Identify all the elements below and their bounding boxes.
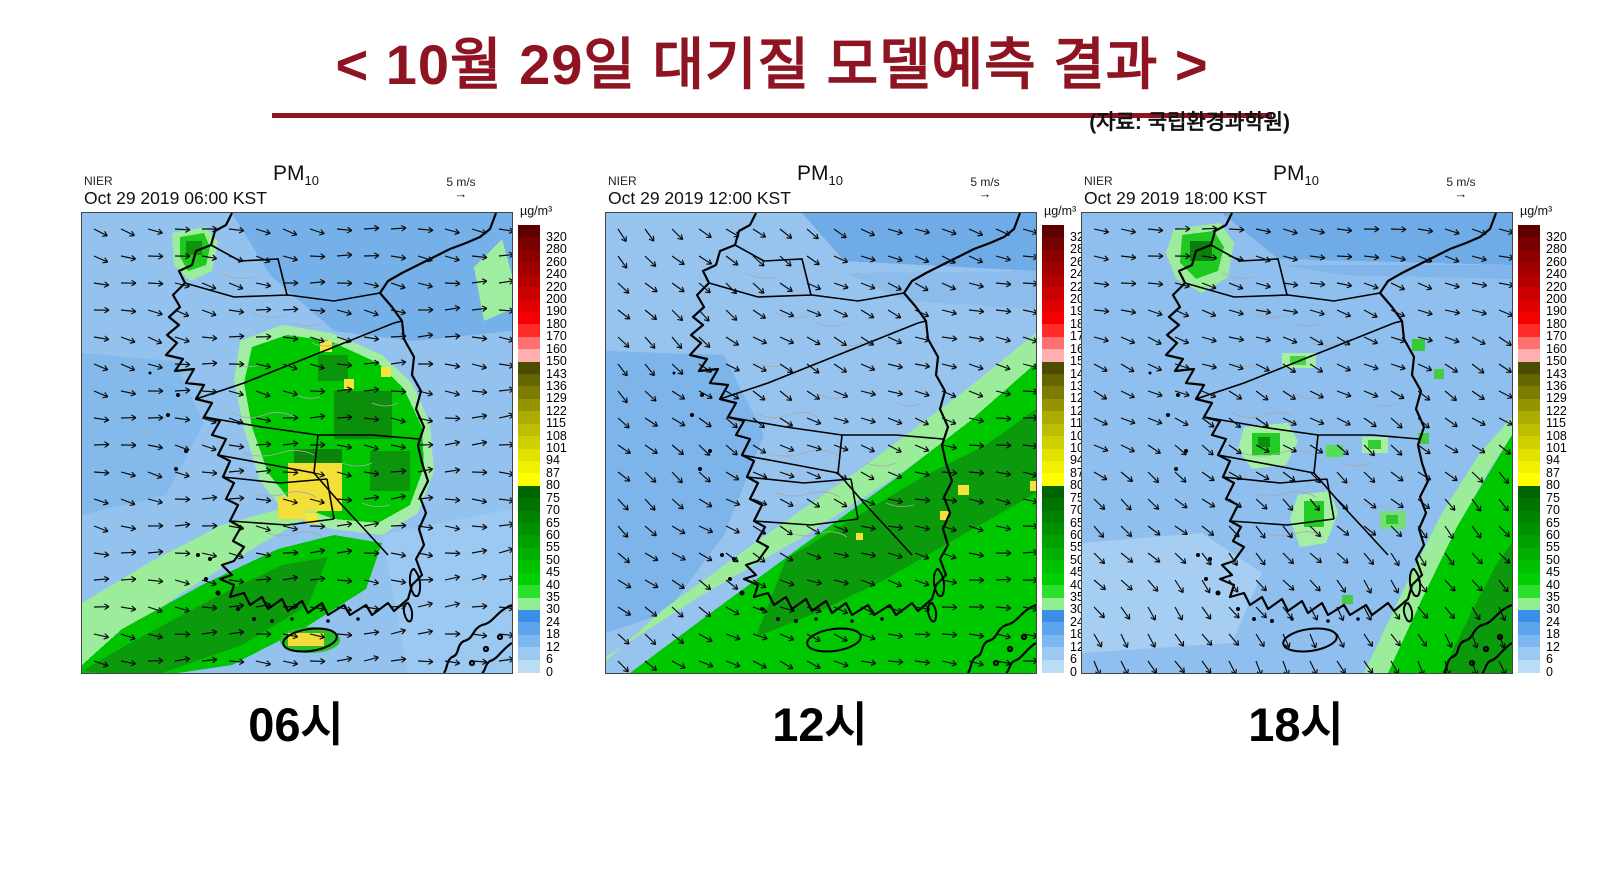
colorbar: 320 280 260 240 220 200 190 180 170 160 150 143 136 1… [1042, 225, 1091, 678]
pm10-map-12 [605, 212, 1037, 674]
wind-scale-arrow-icon: → [454, 186, 468, 201]
agency-label: NIER [84, 174, 113, 188]
forecast-panel-12: NIER Oct 29 2019 12:00 KST PM10 5 m/s → [605, 160, 1125, 780]
species-title: PM10 [797, 162, 843, 189]
pm10-map-18 [1081, 212, 1513, 674]
legend-unit: µg/m³ [1520, 204, 1553, 218]
wind-scale: 5 m/s → [970, 175, 1000, 201]
colorbar: 320 280 260 240 220 200 190 180 170 160 150 143 136 1… [1518, 225, 1567, 678]
legend: µg/m³ 320 280 260 240 220 200 190 180 170 160 150 1… [1042, 204, 1122, 678]
wind-arrows [93, 224, 512, 668]
pm-field [606, 213, 1036, 673]
forecast-panel-18: NIER Oct 29 2019 18:00 KST PM10 5 m/s → [1081, 160, 1601, 780]
wind-arrows [617, 228, 1036, 673]
wind-arrows [1093, 225, 1512, 673]
datetime-label: Oct 29 2019 18:00 KST [1084, 188, 1267, 208]
page-title: < 10월 29일 대기질 모델예측 결과 > [272, 20, 1272, 118]
legend-unit: µg/m³ [1044, 204, 1077, 218]
time-label-06: 06시 [248, 698, 344, 751]
legend: µg/m³ 320 280 260 240 220 200 190 180 170 160 150 1… [1518, 204, 1598, 678]
wind-scale: 5 m/s → [446, 175, 476, 201]
agency-label: NIER [1084, 174, 1113, 188]
species-title: PM10 [273, 162, 319, 189]
legend-unit: µg/m³ [520, 204, 553, 218]
time-label-12: 12시 [772, 698, 868, 751]
wind-scale: 5 m/s → [1446, 175, 1476, 201]
colorbar: 320 280 260 240 220 200 190 180 170 160 150 143 136 1… [518, 225, 567, 678]
wind-scale-arrow-icon: → [978, 186, 992, 201]
species-title: PM10 [1273, 162, 1319, 189]
datetime-label: Oct 29 2019 12:00 KST [608, 188, 791, 208]
pm-field [1082, 213, 1512, 673]
forecast-panel-06: NIER Oct 29 2019 06:00 KST PM10 5 m/s → [81, 160, 601, 780]
time-label-18: 18시 [1248, 698, 1344, 751]
pm-field [82, 213, 512, 673]
legend: µg/m³ 320 280 260 240 220 200 190 180 170 160 150 1… [518, 204, 598, 678]
pm10-map-06 [81, 212, 513, 674]
agency-label: NIER [608, 174, 637, 188]
datetime-label: Oct 29 2019 06:00 KST [84, 188, 267, 208]
source-note: (자료: 국립환경과학원) [1089, 111, 1290, 134]
wind-scale-arrow-icon: → [1454, 186, 1468, 201]
